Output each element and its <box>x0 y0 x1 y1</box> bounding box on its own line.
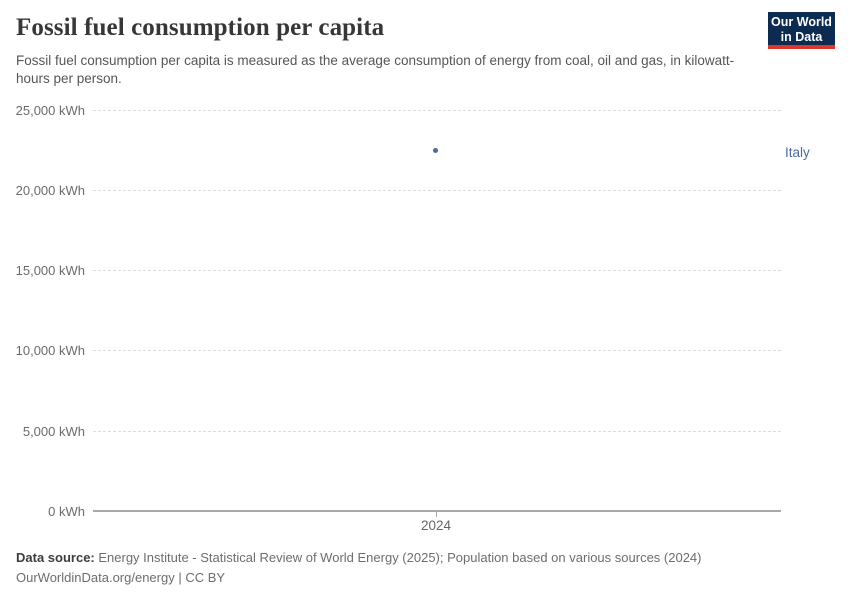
cc-by-link[interactable]: CC BY <box>185 570 226 585</box>
footer-datasource-line: Data source: Energy Institute - Statisti… <box>16 548 836 568</box>
footer-separator: | <box>174 570 186 585</box>
owid-logo-line1: Our World <box>771 15 832 29</box>
owid-logo[interactable]: Our World in Data <box>768 12 835 49</box>
datasource-link[interactable]: Energy Institute - Statistical Review of… <box>94 550 702 565</box>
y-axis-tick-label: 25,000 kWh <box>15 103 85 118</box>
gridline-15000 <box>93 270 781 271</box>
x-axis-tick-mark <box>436 512 437 517</box>
data-point-italy[interactable] <box>433 148 438 153</box>
y-axis-tick-label: 0 kWh <box>48 504 85 519</box>
y-axis-tick-label: 10,000 kWh <box>15 343 85 358</box>
series-label-italy[interactable]: Italy <box>785 145 810 160</box>
footer-license-line: OurWorldinData.org/energy | CC BY <box>16 568 836 588</box>
gridline-10000 <box>93 350 781 351</box>
chart-subtitle: Fossil fuel consumption per capita is me… <box>16 53 735 86</box>
owid-url-link[interactable]: OurWorldinData.org/energy <box>16 570 175 585</box>
y-axis-tick-label: 15,000 kWh <box>15 263 85 278</box>
x-axis-tick-label: 2024 <box>420 518 452 533</box>
gridline-5000 <box>93 431 781 432</box>
y-axis-tick-label: 5,000 kWh <box>22 424 85 439</box>
gridline-25000 <box>93 110 781 111</box>
owid-logo-line2: in Data <box>780 30 823 44</box>
gridline-20000 <box>93 190 781 191</box>
owid-logo-red-strip <box>768 45 835 49</box>
datasource-label: Data source: <box>16 550 95 565</box>
chart-footer: Data source: Energy Institute - Statisti… <box>16 548 836 588</box>
y-axis-tick-label: 20,000 kWh <box>15 183 85 198</box>
x-axis-line <box>93 510 781 512</box>
chart-title: Fossil fuel consumption per capita <box>16 14 385 41</box>
